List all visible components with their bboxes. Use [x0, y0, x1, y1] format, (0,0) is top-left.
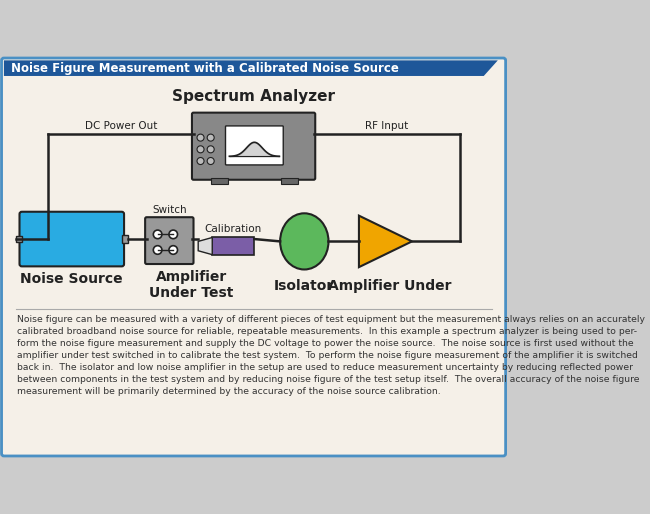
Bar [211, 178, 228, 183]
Bar [16, 236, 22, 242]
Text: back in.  The isolator and low noise amplifier in the setup are used to reduce m: back in. The isolator and low noise ampl… [17, 363, 633, 372]
Circle shape [207, 146, 214, 153]
FancyBboxPatch shape [1, 58, 506, 456]
Text: Noise Figure Measurement with a Calibrated Noise Source: Noise Figure Measurement with a Calibrat… [11, 62, 399, 75]
Polygon shape [4, 60, 498, 76]
Polygon shape [198, 237, 213, 254]
Ellipse shape [280, 213, 328, 269]
Text: RF Input: RF Input [365, 121, 409, 132]
FancyBboxPatch shape [226, 126, 283, 165]
Circle shape [169, 230, 177, 238]
Circle shape [153, 230, 162, 238]
Circle shape [169, 246, 177, 254]
Text: Switch: Switch [152, 205, 187, 215]
Text: between components in the test system and by reducing noise figure of the test s: between components in the test system an… [17, 375, 640, 384]
Text: Noise figure can be measured with a variety of different pieces of test equipmen: Noise figure can be measured with a vari… [17, 315, 645, 324]
Text: Isolator: Isolator [274, 279, 335, 293]
Text: DC Power Out: DC Power Out [84, 121, 157, 132]
Text: amplifier under test switched in to calibrate the test system.  To perform the n: amplifier under test switched in to cali… [17, 351, 638, 360]
Text: Amplifier
Under Test: Amplifier Under Test [149, 270, 233, 301]
Text: calibrated broadband noise source for reliable, repeatable measurements.  In thi: calibrated broadband noise source for re… [17, 327, 637, 336]
Circle shape [197, 134, 204, 141]
Text: Calibration: Calibration [205, 225, 262, 234]
FancyBboxPatch shape [145, 217, 194, 264]
Circle shape [197, 157, 204, 164]
Text: Amplifier Under: Amplifier Under [328, 279, 452, 293]
FancyBboxPatch shape [192, 113, 315, 180]
Bar [122, 235, 128, 243]
Bar [213, 237, 254, 254]
Text: Noise Source: Noise Source [20, 272, 123, 286]
Text: measurement will be primarily determined by the accuracy of the noise source cal: measurement will be primarily determined… [17, 388, 441, 396]
Bar [281, 178, 298, 183]
Circle shape [207, 134, 214, 141]
FancyBboxPatch shape [20, 212, 124, 266]
Circle shape [197, 146, 204, 153]
Circle shape [207, 157, 214, 164]
Circle shape [153, 246, 162, 254]
Text: Spectrum Analyzer: Spectrum Analyzer [172, 89, 335, 104]
Polygon shape [359, 216, 412, 267]
Text: form the noise figure measurement and supply the DC voltage to power the noise s: form the noise figure measurement and su… [17, 339, 634, 348]
